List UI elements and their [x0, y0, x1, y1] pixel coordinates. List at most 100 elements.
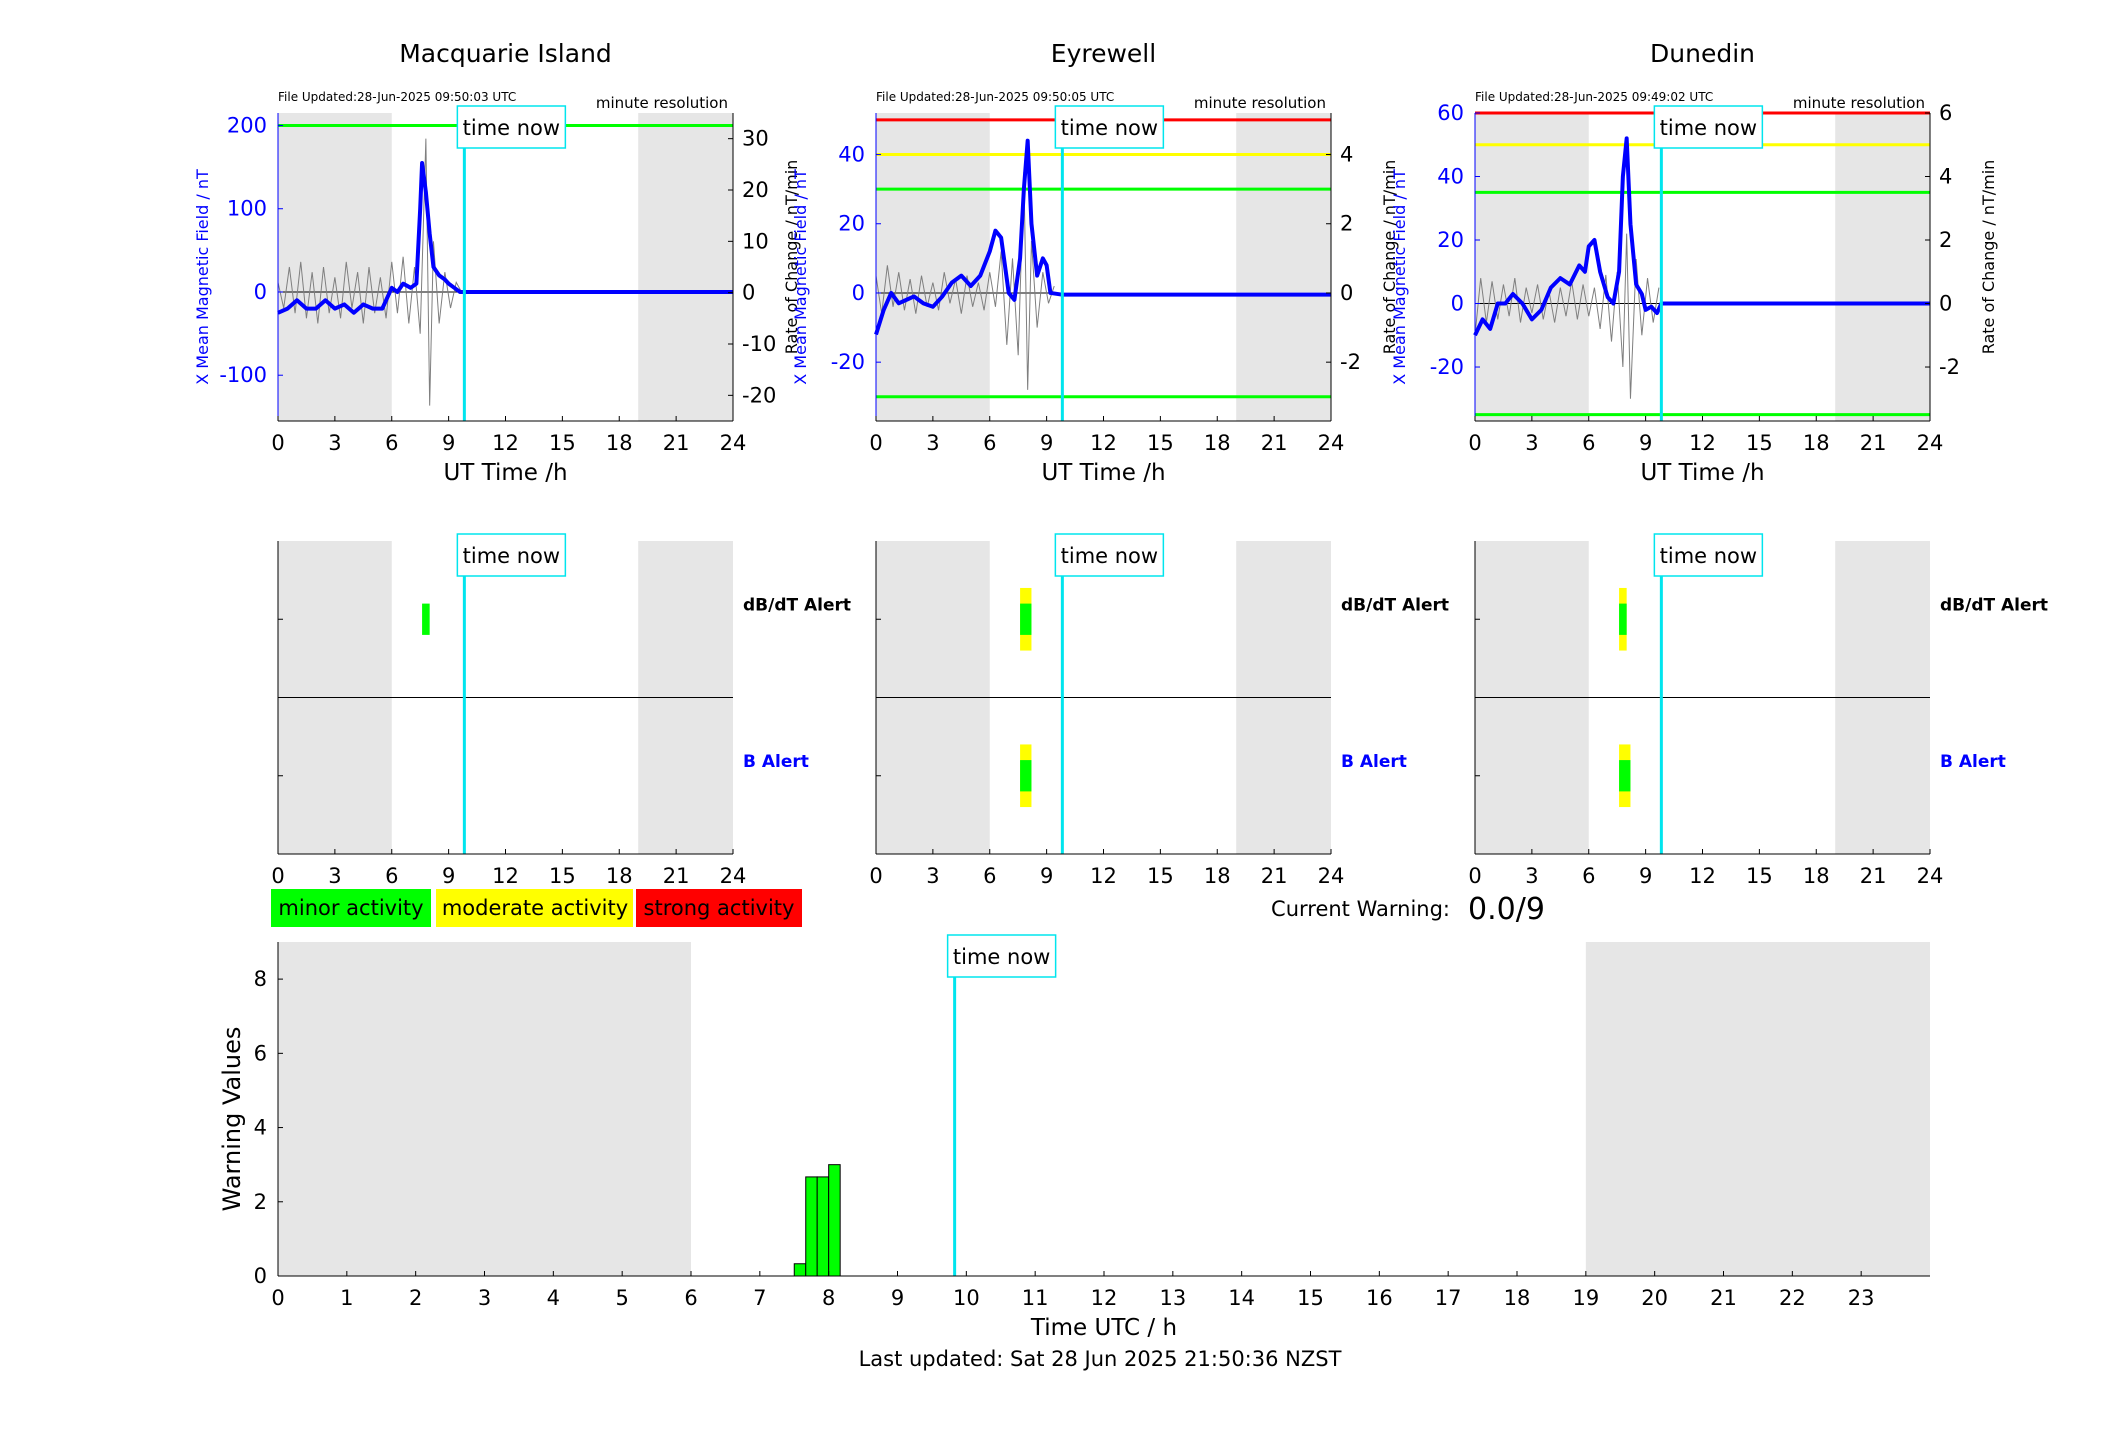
- x-tick-label: 2: [409, 1286, 422, 1310]
- x-tick-label: 18: [1204, 431, 1231, 455]
- resolution-label: minute resolution: [596, 94, 728, 112]
- time-now-box: [1054, 105, 1165, 149]
- x-tick-label: 15: [549, 864, 576, 888]
- y2-tick-label: 4: [1340, 143, 1353, 167]
- x-tick-label: 24: [1917, 431, 1944, 455]
- time-now-label: time now: [1660, 544, 1757, 568]
- x-tick-label: 24: [1318, 864, 1345, 888]
- y2-tick-label: 30: [742, 127, 769, 151]
- file-updated: File Updated:28-Jun-2025 09:50:05 UTC: [876, 90, 1114, 104]
- y2-tick-label: 2: [1340, 212, 1353, 236]
- x-tick-label: 3: [1525, 431, 1538, 455]
- mag-panel-2: Eyrewell File Updated:28-Jun-2025 09:50:0…: [791, 39, 1399, 486]
- x-tick-label: 12: [1689, 864, 1716, 888]
- x-tick-label: 6: [684, 1286, 697, 1310]
- x-tick-label: 10: [953, 1286, 980, 1310]
- x-tick-label: 9: [1639, 864, 1652, 888]
- x-tick-label: 21: [663, 431, 690, 455]
- alert-panel-1: dB/dT Alert B Alert time now 0 3 6 9 12 15 18 21 24: [271, 533, 851, 888]
- x-tick-label: 15: [1746, 431, 1773, 455]
- x-tick-label: 3: [1525, 864, 1538, 888]
- x-tick-label: 21: [663, 864, 690, 888]
- x-tick-label: 6: [1582, 431, 1595, 455]
- y-tick-label: 2: [254, 1190, 267, 1214]
- y2-tick-label: 10: [742, 229, 769, 253]
- warning-bar: [816, 1176, 830, 1277]
- y2-tick-label: 2: [1939, 228, 1952, 252]
- y-tick-label: 6: [254, 1041, 267, 1065]
- y-tick-label: 0: [254, 280, 267, 304]
- x-axis-label: UT Time /h: [1640, 460, 1764, 486]
- x-tick-label: 12: [492, 864, 519, 888]
- alert-mark-minor: [1619, 760, 1631, 792]
- time-now-box: [1653, 533, 1764, 577]
- x-tick-label: 4: [547, 1286, 560, 1310]
- x-axis-label: UT Time /h: [1041, 460, 1165, 486]
- y-tick-label: -20: [831, 350, 865, 374]
- x-tick-label: 3: [926, 864, 939, 888]
- time-now-box: [946, 934, 1057, 978]
- time-now-label: time now: [953, 945, 1050, 969]
- x-tick-label: 9: [442, 431, 455, 455]
- x-tick-label: 0: [1468, 431, 1481, 455]
- x-tick-label: 3: [926, 431, 939, 455]
- x-tick-label: 12: [1090, 864, 1117, 888]
- x-tick-label: 21: [1261, 431, 1288, 455]
- last-updated: Last updated: Sat 28 Jun 2025 21:50:36 N…: [859, 1347, 1342, 1371]
- legend-minor-swatch: [271, 889, 431, 927]
- y-tick-label: -100: [219, 363, 267, 387]
- legend-minor-label: minor activity: [278, 896, 423, 920]
- x-tick-label: 18: [1803, 431, 1830, 455]
- time-now-box: [1054, 533, 1165, 577]
- night-shade-1: [1475, 113, 1589, 421]
- y2-tick-label: 0: [1340, 281, 1353, 305]
- series-mean-field: [1473, 136, 1930, 337]
- y-tick-label: 60: [1437, 101, 1464, 125]
- activity-legend: minor activity moderate activity strong …: [271, 889, 802, 927]
- legend-strong-label: strong activity: [644, 896, 795, 920]
- night-shade-2: [1236, 113, 1331, 421]
- x-tick-label: 6: [385, 864, 398, 888]
- file-updated: File Updated:28-Jun-2025 09:50:03 UTC: [278, 90, 516, 104]
- x-tick-label: 12: [1689, 431, 1716, 455]
- time-now-label: time now: [1061, 544, 1158, 568]
- alert-row-label: B Alert: [743, 752, 809, 772]
- night-shade-1: [876, 113, 990, 421]
- x-tick-label: 11: [1022, 1286, 1049, 1310]
- y-tick-label: 100: [227, 197, 267, 221]
- night-shade-1: [278, 942, 691, 1276]
- alert-row-label: dB/dT Alert: [1940, 595, 2048, 615]
- y2-tick-label: 20: [742, 178, 769, 202]
- y-axis-label: X Mean Magnetic Field / nT: [791, 169, 810, 385]
- y2-axis-label: Rate of Change / nT/min: [1979, 160, 1998, 355]
- x-tick-label: 16: [1366, 1286, 1393, 1310]
- x-tick-label: 0: [271, 864, 284, 888]
- x-tick-label: 0: [271, 431, 284, 455]
- legend-moderate-swatch: [436, 889, 633, 927]
- x-tick-label: 13: [1159, 1286, 1186, 1310]
- y2-tick-label: -20: [742, 383, 776, 407]
- x-tick-label: 9: [1040, 864, 1053, 888]
- x-tick-label: 24: [1318, 431, 1345, 455]
- y-tick-label: 20: [838, 212, 865, 236]
- night-shade-2: [1585, 942, 1930, 1276]
- alert-row-label: B Alert: [1940, 752, 2006, 772]
- x-tick-label: 3: [328, 864, 341, 888]
- x-tick-label: 24: [720, 431, 747, 455]
- x-tick-label: 23: [1848, 1286, 1875, 1310]
- x-tick-label: 5: [615, 1286, 628, 1310]
- x-tick-label: 6: [385, 431, 398, 455]
- alert-panel-2: dB/dT Alert B Alert time now 0 3 6 9 12 15 18 21 24: [869, 533, 1449, 888]
- warning-bar: [805, 1176, 818, 1277]
- x-tick-label: 21: [1860, 431, 1887, 455]
- y2-tick-label: 0: [1939, 292, 1952, 316]
- time-now-label: time now: [1061, 116, 1158, 140]
- y-tick-label: 0: [1451, 292, 1464, 316]
- alert-panel-3: dB/dT Alert B Alert time now 0 3 6 9 12 15 18 21 24: [1468, 533, 2048, 888]
- x-tick-label: 6: [1582, 864, 1595, 888]
- x-tick-label: 18: [1504, 1286, 1531, 1310]
- x-tick-label: 22: [1779, 1286, 1806, 1310]
- x-tick-label: 6: [983, 864, 996, 888]
